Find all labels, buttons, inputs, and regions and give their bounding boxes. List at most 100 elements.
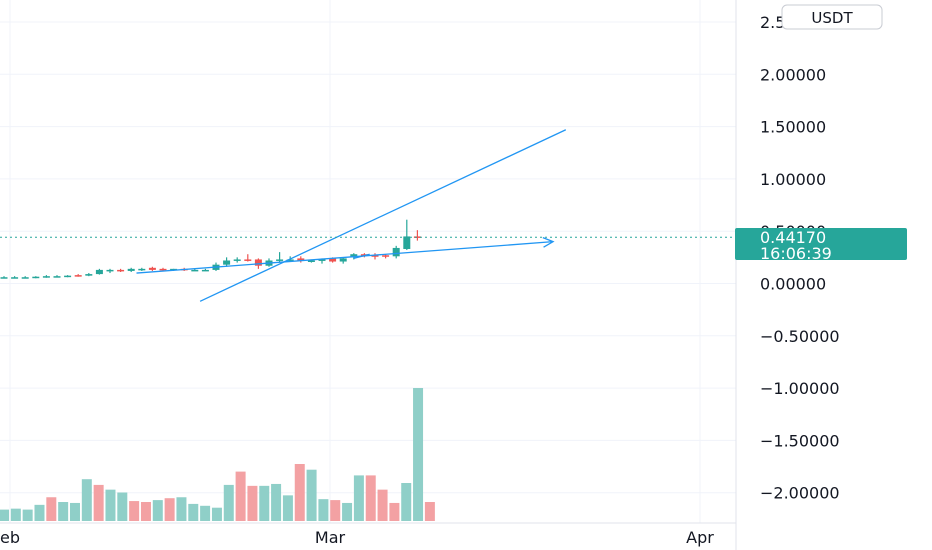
- candle: [201, 268, 209, 272]
- candle-body: [286, 259, 294, 261]
- candle-body: [382, 255, 390, 257]
- candle-body: [11, 277, 19, 279]
- volume-bar: [306, 469, 317, 521]
- candle: [371, 253, 379, 260]
- volume-bar: [282, 495, 293, 521]
- candle-body: [307, 260, 315, 262]
- volume-bar: [152, 500, 163, 521]
- candle: [21, 276, 29, 279]
- volume-bar: [247, 485, 258, 521]
- candle: [42, 275, 50, 278]
- candle: [53, 275, 61, 278]
- candle-body: [127, 268, 135, 271]
- volume-bar: [330, 500, 341, 521]
- drawing-tools[interactable]: [136, 129, 567, 302]
- price-tick-label: 0.00000: [760, 275, 826, 294]
- candle-body: [339, 258, 347, 262]
- price-tick-label: 1.50000: [760, 118, 826, 137]
- candle: [392, 245, 400, 259]
- trendline-drawing[interactable]: [353, 253, 370, 260]
- candle-body: [95, 269, 103, 275]
- volume-bar: [223, 484, 234, 521]
- candle: [32, 276, 40, 279]
- time-tick-label: eb: [0, 528, 20, 547]
- candle: [297, 256, 305, 263]
- candle-body: [403, 236, 411, 249]
- volume-bar: [129, 501, 140, 521]
- candle: [85, 273, 93, 277]
- candle-body: [297, 258, 305, 261]
- candle: [106, 268, 114, 274]
- candle: [339, 257, 347, 264]
- volume-bar: [117, 492, 128, 521]
- volume-bar: [389, 502, 400, 521]
- volume-bar: [10, 508, 21, 521]
- volume-bar: [22, 509, 33, 521]
- candle: [117, 268, 125, 272]
- arrow-drawing[interactable]: [136, 241, 554, 274]
- candle: [244, 254, 252, 262]
- candle: [11, 276, 19, 279]
- candle-body: [254, 259, 262, 266]
- currency-unit-label: USDT: [811, 9, 853, 27]
- volume-bar: [58, 502, 69, 521]
- candle-body: [0, 277, 8, 279]
- price-tick-label: −2.00000: [760, 484, 840, 503]
- volume-bar: [235, 471, 246, 521]
- candle-body: [201, 269, 209, 272]
- volume-bar: [140, 502, 151, 521]
- time-axis[interactable]: eb Mar Apr: [0, 528, 714, 547]
- candle: [0, 276, 8, 279]
- candle-body: [413, 236, 421, 238]
- last-price-value: 0.44170: [760, 228, 826, 247]
- volume-bar: [211, 507, 222, 521]
- candle-body: [42, 276, 50, 278]
- candle-body: [85, 274, 93, 276]
- candle-body: [138, 268, 146, 271]
- candle-body: [244, 259, 252, 261]
- trendline-drawing[interactable]: [199, 129, 567, 302]
- volume-bar: [294, 464, 305, 521]
- last-price-badge: 0.44170 16:06:39: [735, 228, 907, 263]
- candle: [74, 274, 82, 277]
- candle-body: [64, 275, 72, 278]
- volume-bar: [353, 475, 364, 521]
- price-tick-label: 1.00000: [760, 170, 826, 189]
- volume-histogram: [0, 388, 435, 521]
- candle-body: [318, 259, 326, 261]
- price-tick-label: −1.50000: [760, 431, 840, 450]
- candle-body: [117, 269, 125, 272]
- candle: [64, 275, 72, 278]
- volume-bar: [164, 498, 175, 521]
- candle-body: [74, 275, 82, 277]
- currency-unit-badge[interactable]: USDT: [781, 4, 883, 30]
- candle: [223, 257, 231, 267]
- volume-bar: [365, 475, 376, 521]
- candle: [127, 267, 135, 272]
- candle-body: [223, 260, 231, 265]
- volume-bar: [69, 502, 80, 521]
- volume-bar: [81, 479, 92, 521]
- candle-body: [392, 247, 400, 257]
- volume-bar: [46, 497, 57, 521]
- chart-grid: [0, 0, 736, 523]
- candle-body: [159, 268, 167, 271]
- volume-bar: [318, 499, 329, 521]
- arrow-head: [542, 237, 555, 248]
- candle-body: [148, 267, 156, 270]
- volume-bar: [200, 505, 211, 521]
- candle: [233, 257, 241, 263]
- volume-bar: [34, 504, 45, 521]
- volume-bar: [0, 509, 9, 521]
- volume-bar: [105, 489, 116, 521]
- candlestick-series: [0, 219, 421, 279]
- candle-body: [32, 276, 40, 279]
- time-tick-label: Apr: [686, 528, 714, 547]
- candle: [95, 268, 103, 275]
- candle-body: [276, 259, 284, 261]
- candle: [276, 252, 284, 263]
- volume-bar: [271, 483, 282, 521]
- candle-body: [350, 254, 358, 258]
- volume-bar: [342, 502, 353, 521]
